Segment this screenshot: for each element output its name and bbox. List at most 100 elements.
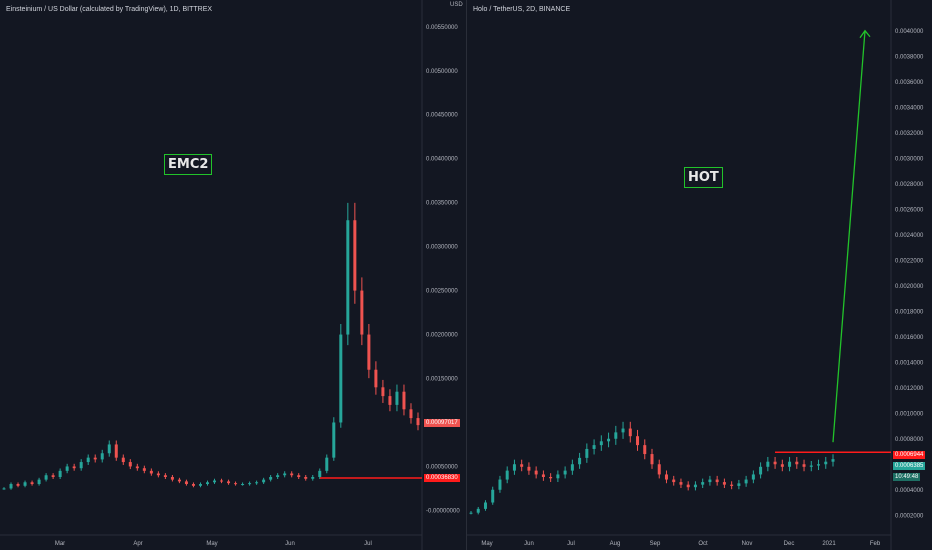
- right-candle: [817, 464, 821, 466]
- left-candle: [128, 462, 132, 467]
- right-candle: [701, 482, 705, 485]
- right-candle: [708, 479, 712, 483]
- left-candle: [135, 466, 139, 469]
- left-currency-label: USD: [450, 2, 463, 8]
- left-candle: [290, 473, 294, 476]
- right-candle: [585, 448, 589, 458]
- right-y-tick-label: 0.0012000: [895, 386, 924, 392]
- left-candle: [227, 481, 231, 484]
- left-y-tick-label: 0.00350000: [426, 201, 458, 207]
- right-chart-svg[interactable]: 0.0040000 0.0038000 0.0036000 0.0034000 0.00…: [467, 0, 932, 550]
- right-x-tick-label: 2021: [822, 541, 836, 547]
- right-candle: [672, 479, 676, 483]
- right-y-tick-label: 0.0030000: [895, 156, 924, 162]
- left-candle: [23, 482, 27, 486]
- right-candle: [773, 461, 777, 465]
- right-candle: [556, 474, 560, 479]
- left-y-tick-label: 0.00200000: [426, 333, 458, 339]
- left-chart-svg[interactable]: 0.00550000 0.00500000 0.00450000 0.00400000…: [0, 0, 466, 550]
- left-candle: [170, 477, 174, 480]
- right-x-tick-label: May: [481, 541, 492, 547]
- left-candle: [213, 480, 217, 483]
- left-current-price-tag: 0.00097017: [424, 419, 460, 427]
- emc2-annotation: EMC2: [164, 154, 213, 175]
- right-candle: [824, 461, 828, 465]
- right-candle: [802, 464, 806, 467]
- green-arrow-head: [859, 29, 871, 39]
- left-candle: [241, 484, 245, 486]
- right-candle: [650, 454, 654, 465]
- right-x-tick-label: Aug: [610, 541, 621, 547]
- left-y-tick-label: 0.00250000: [426, 289, 458, 295]
- right-x-tick-label: Nov: [742, 541, 753, 547]
- left-candle: [402, 391, 406, 410]
- left-candle: [58, 470, 62, 477]
- left-candle: [51, 475, 55, 477]
- right-candle: [505, 470, 509, 480]
- right-candle: [621, 428, 625, 433]
- right-candle: [570, 464, 574, 471]
- right-y-tick-label: 0.0016000: [895, 335, 924, 341]
- right-x-tick-label: Jul: [567, 541, 575, 547]
- left-candle: [2, 488, 6, 490]
- right-candle: [628, 428, 632, 437]
- right-candle: [730, 484, 734, 486]
- left-y-tick-label: 0.00400000: [426, 157, 458, 163]
- left-candle: [367, 334, 371, 370]
- left-candle: [177, 479, 181, 482]
- left-candle: [107, 444, 111, 454]
- right-candle: [657, 464, 661, 475]
- left-candle: [79, 462, 83, 469]
- right-candle: [679, 482, 683, 485]
- left-candle: [360, 290, 364, 335]
- right-candle: [592, 445, 596, 449]
- left-candle: [388, 396, 392, 405]
- right-level-price-tag: 0.0006944: [893, 451, 926, 459]
- left-chart-title: Einsteinium / US Dollar (calculated by T…: [6, 6, 213, 13]
- right-candle: [614, 432, 618, 439]
- left-candle: [163, 475, 167, 477]
- hot-annotation: HOT: [684, 167, 723, 188]
- left-candle: [381, 387, 385, 397]
- left-chart-panel[interactable]: Einsteinium / US Dollar (calculated by T…: [0, 0, 466, 550]
- left-candle: [65, 466, 69, 471]
- right-candle: [751, 474, 755, 480]
- right-candle: [527, 466, 531, 471]
- right-countdown-tag: 10:49:48: [893, 473, 921, 481]
- left-candle: [156, 473, 160, 476]
- left-y-tick-label: 0.00150000: [426, 377, 458, 383]
- left-x-tick-label: Apr: [133, 541, 142, 547]
- right-current-price-tag: 0.0006385: [893, 462, 926, 470]
- left-candle: [248, 483, 252, 485]
- right-y-tick-label: 0.0026000: [895, 207, 924, 213]
- right-candle: [788, 461, 792, 467]
- right-candle: [780, 464, 784, 467]
- left-candle: [30, 482, 34, 485]
- right-candle: [737, 483, 741, 486]
- right-candle: [476, 508, 480, 513]
- left-candle: [395, 391, 399, 405]
- left-candle: [37, 479, 41, 485]
- right-y-tick-label: 0.0022000: [895, 258, 924, 264]
- right-candle: [693, 484, 697, 488]
- left-candle: [220, 480, 224, 482]
- right-candle: [744, 479, 748, 484]
- left-candle: [114, 444, 118, 458]
- left-candle: [9, 484, 13, 489]
- left-x-tick-label: Jun: [285, 541, 295, 547]
- left-y-tick-label: 0.00550000: [426, 25, 458, 31]
- left-y-tick-label: 0.00050000: [426, 464, 458, 470]
- left-candle: [304, 477, 308, 479]
- left-x-tick-label: Jul: [364, 541, 372, 547]
- right-candle: [549, 477, 553, 479]
- right-x-tick-label: Feb: [870, 541, 881, 547]
- left-candle: [311, 477, 315, 479]
- left-candle: [93, 457, 97, 460]
- left-candle: [44, 475, 48, 480]
- right-candle: [686, 484, 690, 488]
- right-candle: [795, 461, 799, 465]
- right-chart-panel[interactable]: Holo / TetherUS, 2D, BINANCE 0.0040000 0.…: [466, 0, 932, 550]
- right-candle: [636, 436, 640, 446]
- right-candle: [759, 466, 763, 475]
- right-candle: [831, 459, 835, 462]
